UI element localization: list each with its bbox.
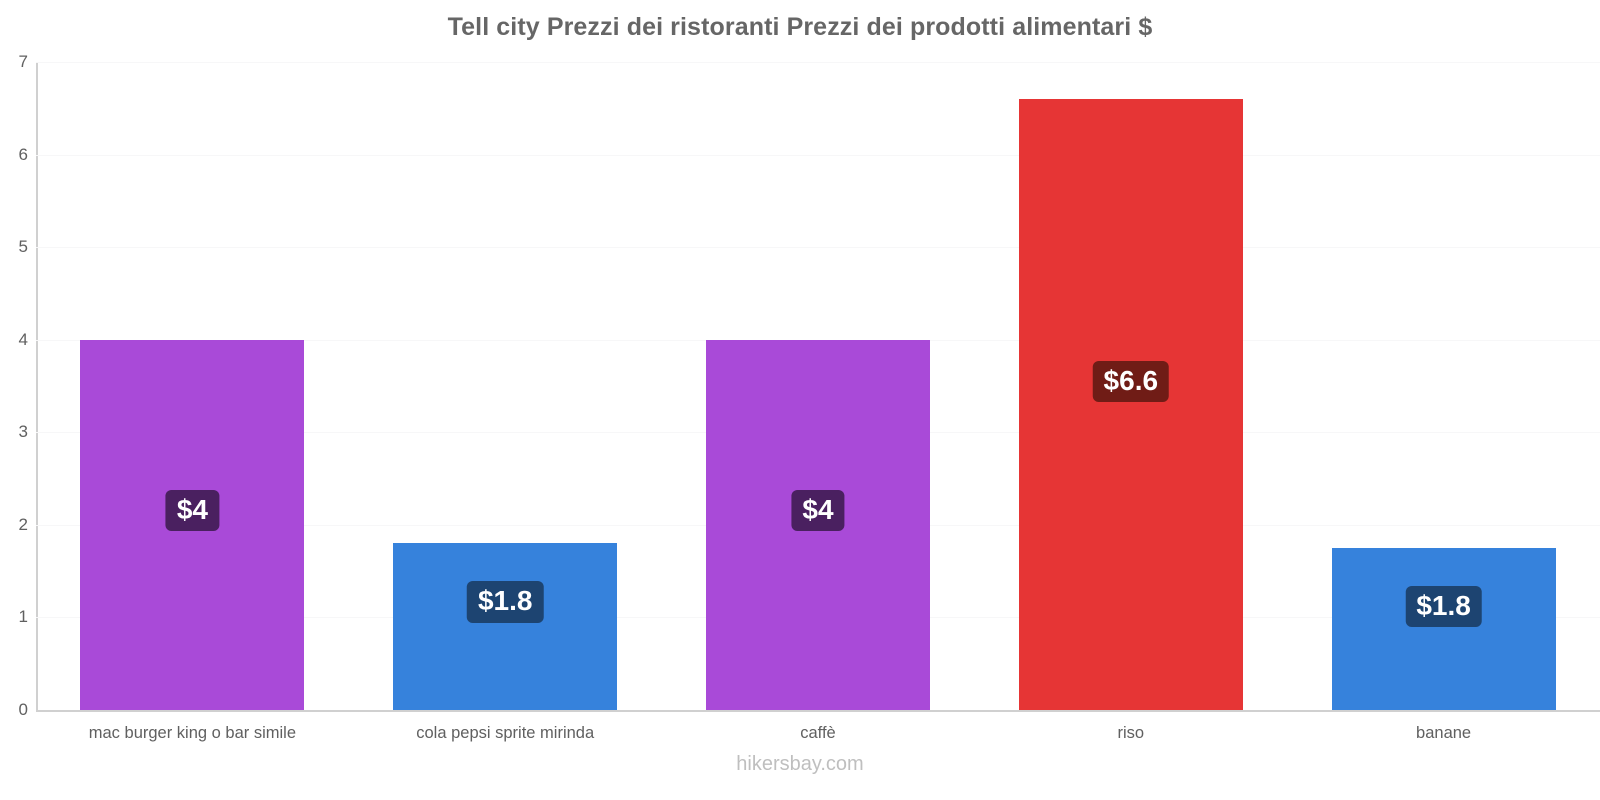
plot-area: $4 $1.8 $4 $6.6 $1.8 xyxy=(36,62,1600,712)
bar-value-label: $1.8 xyxy=(466,581,544,623)
y-tick-label: 6 xyxy=(18,144,28,164)
bar[interactable]: $1.8 xyxy=(393,543,618,710)
y-tick-label: 0 xyxy=(18,700,28,719)
y-axis-line xyxy=(36,62,38,712)
bar-value-label: $4 xyxy=(791,489,845,532)
footer-watermark: hikersbay.com xyxy=(736,753,864,775)
x-axis-baseline xyxy=(36,710,1600,712)
x-axis-tick-labels: mac burger king o bar simile cola pepsi s… xyxy=(36,712,1600,752)
y-tick-label: 5 xyxy=(18,237,28,257)
x-tick-label: banane xyxy=(1416,724,1472,742)
bar-value-label: $4 xyxy=(165,489,219,532)
y-tick-label: 3 xyxy=(18,422,28,442)
gridline xyxy=(36,62,1600,63)
bar[interactable]: $4 xyxy=(706,339,930,710)
y-tick-label: 4 xyxy=(18,329,28,349)
x-tick-label: mac burger king o bar simile xyxy=(88,724,297,742)
bar[interactable]: $4 xyxy=(80,339,305,710)
gridline xyxy=(36,154,1600,156)
y-tick-label: 2 xyxy=(18,514,28,534)
y-tick-label: 7 xyxy=(18,52,28,71)
y-tick-label: 1 xyxy=(18,607,28,627)
bar-value-label: $1.8 xyxy=(1405,586,1482,628)
x-tick-label: riso xyxy=(1117,724,1145,742)
chart-title: Tell city Prezzi dei ristoranti Prezzi d… xyxy=(447,13,1153,41)
bar-value-label: $6.6 xyxy=(1092,361,1170,403)
gridline xyxy=(36,247,1600,249)
y-axis-tick-labels: 0 1 2 3 4 5 6 7 xyxy=(0,53,28,718)
x-tick-label: caffè xyxy=(800,724,836,742)
x-tick-label: cola pepsi sprite mirinda xyxy=(416,724,595,742)
bar[interactable]: $1.8 xyxy=(1331,548,1556,710)
bar[interactable]: $6.6 xyxy=(1018,99,1243,710)
